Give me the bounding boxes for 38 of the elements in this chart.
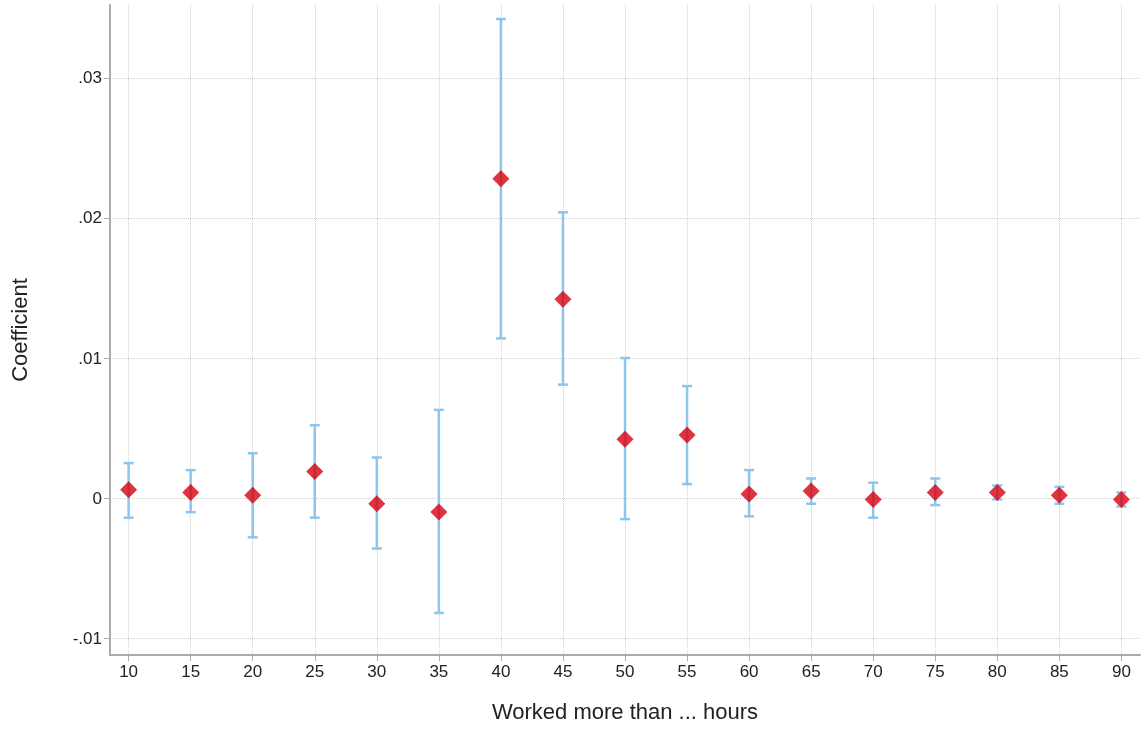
x-tick-label: 40	[491, 662, 511, 681]
point	[864, 491, 882, 508]
point	[554, 290, 572, 308]
point	[678, 426, 696, 444]
y-tick-label: .03	[78, 68, 102, 88]
x-tick-label: 35	[429, 662, 449, 681]
point	[926, 484, 944, 501]
point	[244, 486, 262, 504]
x-tick-label: 80	[987, 662, 1007, 681]
x-axis-title: Worked more than ... hours	[491, 698, 759, 724]
y-tick-label: .02	[78, 208, 102, 228]
x-tick-label: 70	[863, 662, 883, 681]
x-tick-label: 60	[739, 662, 759, 681]
point	[616, 430, 634, 448]
point	[306, 462, 324, 480]
point	[802, 482, 820, 500]
point	[430, 503, 448, 521]
x-tick-label: 30	[367, 662, 387, 681]
point	[182, 484, 200, 501]
x-tick-label: 50	[615, 662, 635, 681]
y-tick-label: 0	[92, 488, 102, 508]
y-tick-label: .01	[78, 348, 102, 368]
x-tick-label: 90	[1111, 662, 1131, 681]
x-tick-label: 45	[553, 662, 573, 681]
y-axis-title: Coefficient	[6, 278, 32, 382]
point	[740, 485, 758, 503]
point	[120, 481, 138, 499]
point	[492, 170, 510, 188]
x-tick-label: 10	[119, 662, 139, 681]
x-tick-label: 75	[925, 662, 945, 681]
x-tick-label: 55	[677, 662, 697, 681]
y-tick-label: -.01	[72, 628, 102, 648]
x-tick-label: 20	[243, 662, 263, 681]
x-tick-label: 25	[305, 662, 325, 681]
x-tick-label: 85	[1049, 662, 1069, 681]
x-tick-label: 65	[801, 662, 821, 681]
x-tick-label: 15	[181, 662, 201, 681]
point	[368, 495, 386, 513]
